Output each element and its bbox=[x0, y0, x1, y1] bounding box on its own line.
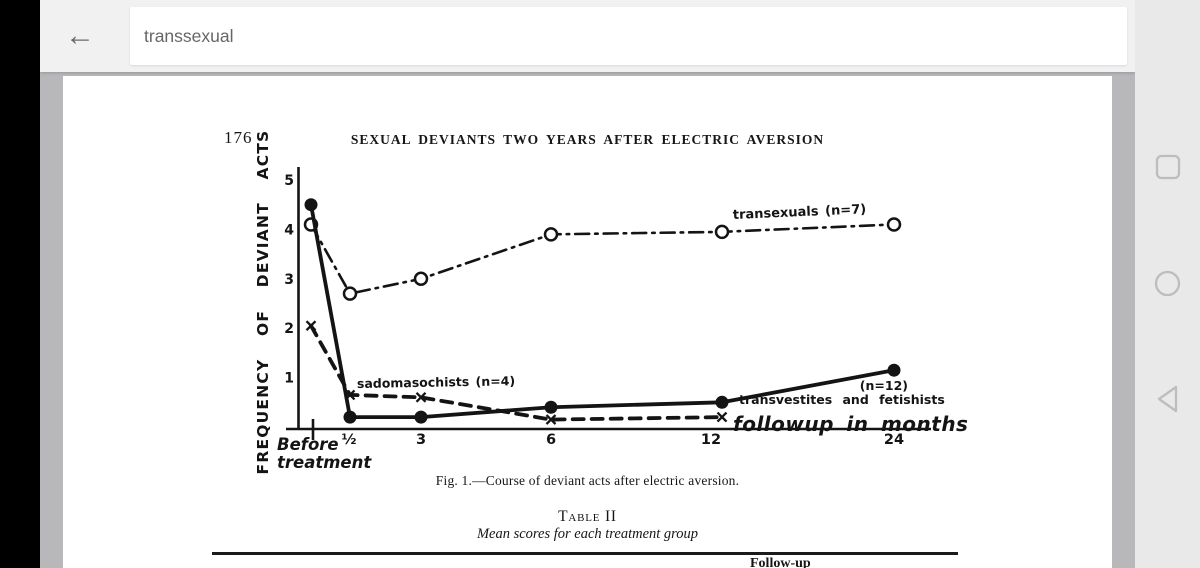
recents-square-icon bbox=[1155, 154, 1180, 180]
search-query-text: transsexual bbox=[144, 25, 234, 46]
nav-back-button[interactable] bbox=[1135, 369, 1200, 429]
back-triangle-icon bbox=[1157, 385, 1177, 413]
nav-home-button[interactable] bbox=[1135, 253, 1200, 313]
browser-topbar: ← transsexual bbox=[40, 0, 1135, 72]
nav-recents-button[interactable] bbox=[1135, 137, 1200, 197]
running-title: SEXUAL DEVIANTS TWO YEARS AFTER ELECTRIC… bbox=[350, 132, 825, 147]
letterbox-strip bbox=[0, 0, 40, 568]
table-top-rule bbox=[212, 552, 958, 555]
table-followup-header: Follow-up bbox=[750, 556, 811, 568]
home-circle-icon bbox=[1154, 270, 1181, 296]
paper-page: 176 SEXUAL DEVIANTS TWO YEARS AFTER ELEC… bbox=[63, 76, 1112, 568]
page-number: 176 bbox=[224, 128, 253, 147]
arrow-left-icon: ← bbox=[65, 19, 95, 52]
android-nav-bar bbox=[1135, 0, 1200, 568]
table-title: Table II bbox=[558, 508, 617, 525]
document-viewer[interactable]: 176 SEXUAL DEVIANTS TWO YEARS AFTER ELEC… bbox=[40, 72, 1135, 568]
table-subtitle: Mean scores for each treatment group bbox=[476, 526, 699, 542]
search-input[interactable]: transsexual bbox=[130, 7, 1127, 65]
figure-caption: Fig. 1.—Course of deviant acts after ele… bbox=[435, 473, 740, 488]
back-button[interactable]: ← bbox=[54, 10, 106, 62]
